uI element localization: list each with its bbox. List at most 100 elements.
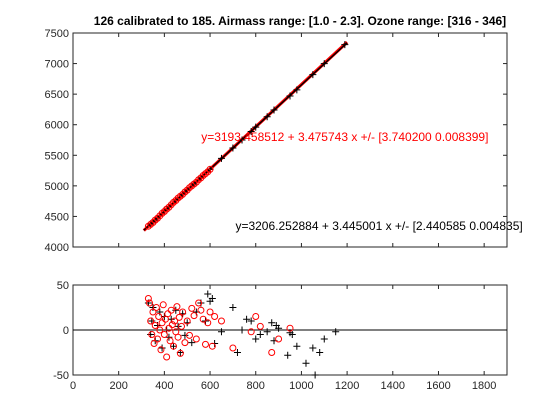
data-point-circle bbox=[206, 308, 214, 316]
data-point-circle bbox=[159, 301, 167, 309]
data-point-circle bbox=[190, 180, 198, 188]
data-point-circle bbox=[174, 194, 182, 202]
top-plot-area bbox=[72, 32, 508, 248]
y-tick-label: 4500 bbox=[45, 211, 69, 223]
y-tick-label: -50 bbox=[53, 370, 69, 382]
data-point-circle bbox=[152, 304, 160, 311]
top-plot-points bbox=[144, 41, 349, 230]
y-tick-label: 50 bbox=[57, 280, 69, 292]
data-point-circle bbox=[247, 328, 255, 336]
data-point-cross bbox=[238, 326, 246, 334]
data-point-cross bbox=[320, 335, 328, 343]
y-tick-label: 6000 bbox=[45, 120, 69, 132]
x-tick-label: 1000 bbox=[289, 380, 313, 392]
data-point-cross bbox=[263, 113, 271, 121]
data-point-circle bbox=[147, 220, 155, 228]
data-point-circle bbox=[252, 313, 260, 320]
data-point-circle bbox=[150, 340, 158, 347]
data-point-circle bbox=[163, 353, 171, 361]
data-point-circle bbox=[171, 317, 179, 325]
data-point-cross bbox=[311, 371, 319, 379]
data-point-circle bbox=[151, 216, 159, 224]
y-tick-label: 7500 bbox=[45, 28, 69, 40]
data-point-cross bbox=[217, 154, 225, 162]
x-tick-label: 400 bbox=[155, 380, 173, 392]
data-point-cross bbox=[158, 344, 166, 352]
data-point-circle bbox=[211, 313, 219, 320]
data-point-cross bbox=[309, 344, 317, 352]
data-point-circle bbox=[179, 308, 187, 316]
data-point-cross bbox=[293, 86, 301, 94]
data-point-circle bbox=[286, 324, 294, 332]
data-point-circle bbox=[155, 313, 163, 320]
data-point-circle bbox=[204, 319, 212, 327]
data-point-circle bbox=[160, 331, 168, 338]
data-point-circle bbox=[185, 184, 193, 192]
data-point-circle bbox=[149, 308, 157, 316]
data-point-cross bbox=[275, 324, 283, 332]
data-point-cross bbox=[263, 328, 271, 336]
data-point-circle bbox=[176, 192, 184, 200]
data-point-cross bbox=[256, 331, 264, 338]
data-point-cross bbox=[188, 339, 196, 347]
y-tick-label: 5000 bbox=[45, 181, 69, 193]
x-tick-label: 200 bbox=[110, 380, 128, 392]
data-point-circle bbox=[229, 344, 237, 352]
data-point-circle bbox=[190, 312, 198, 320]
data-point-cross bbox=[243, 315, 251, 323]
data-point-cross bbox=[341, 41, 349, 49]
data-point-circle bbox=[158, 209, 166, 217]
data-point-circle bbox=[178, 322, 185, 330]
fit-equation-0: y=3193.458512 + 3.475743 x +/- [3.740200… bbox=[201, 130, 488, 144]
data-point-circle bbox=[170, 342, 178, 350]
data-point-circle bbox=[157, 346, 165, 354]
data-point-cross bbox=[156, 308, 164, 316]
data-point-circle bbox=[192, 335, 200, 343]
data-point-circle bbox=[167, 306, 175, 314]
data-point-circle bbox=[144, 295, 152, 302]
data-point-circle bbox=[151, 322, 159, 329]
data-point-cross bbox=[233, 349, 241, 356]
data-point-circle bbox=[256, 322, 264, 330]
data-point-cross bbox=[229, 144, 237, 152]
x-tick-label: 1800 bbox=[472, 380, 496, 392]
data-point-circle bbox=[183, 317, 191, 325]
data-point-circle bbox=[199, 171, 207, 179]
data-point-circle bbox=[146, 299, 154, 307]
data-point-circle bbox=[148, 331, 156, 338]
data-point-cross bbox=[316, 349, 324, 356]
data-point-circle bbox=[154, 335, 162, 343]
top-plot-ticks: 4000 4500 5000 5500 6000 6500 7000 7500 bbox=[45, 28, 507, 254]
data-point-cross bbox=[309, 71, 317, 79]
data-point-cross bbox=[204, 290, 212, 298]
data-point-cross bbox=[270, 106, 278, 114]
data-point-cross bbox=[165, 333, 173, 341]
data-point-circle bbox=[208, 342, 216, 350]
x-tick-label: 600 bbox=[201, 380, 219, 392]
data-point-cross bbox=[181, 331, 189, 339]
data-point-circle bbox=[144, 222, 152, 230]
data-point-cross bbox=[170, 342, 178, 350]
data-point-cross bbox=[293, 342, 301, 350]
data-point-cross bbox=[284, 351, 292, 359]
data-point-circle bbox=[170, 198, 178, 206]
data-point-cross bbox=[172, 306, 180, 314]
data-point-cross bbox=[217, 328, 225, 336]
y-tick-label: 6500 bbox=[45, 89, 69, 101]
data-point-circle bbox=[188, 304, 196, 312]
y-tick-label: 5500 bbox=[45, 150, 69, 162]
x-tick-label: 1200 bbox=[335, 380, 359, 392]
data-point-circle bbox=[201, 340, 209, 348]
top-plot: 4000 4500 5000 5500 6000 6500 7000 7500 y=3193.… bbox=[45, 28, 523, 254]
x-tick-label: 800 bbox=[247, 380, 265, 392]
data-point-cross bbox=[252, 123, 260, 131]
data-point-cross bbox=[208, 295, 216, 302]
data-point-circle bbox=[173, 303, 181, 311]
bottom-plot-points bbox=[144, 290, 340, 379]
data-point-circle bbox=[168, 321, 176, 329]
data-point-cross bbox=[302, 359, 310, 367]
data-point-circle bbox=[206, 165, 214, 173]
data-point-circle bbox=[181, 339, 189, 347]
